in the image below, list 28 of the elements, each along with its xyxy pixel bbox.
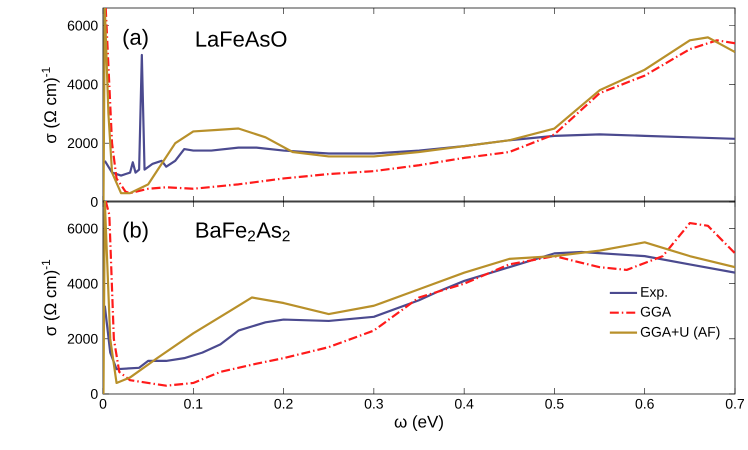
x-tick-label: 0.5 xyxy=(545,398,564,409)
y-tick-label: 4000 xyxy=(67,79,98,90)
legend-label: GGA+U (AF) xyxy=(640,326,720,340)
y-tick-label: 0 xyxy=(90,389,98,399)
legend-label: GGA xyxy=(640,306,672,317)
y-tick-label: 2000 xyxy=(68,334,98,344)
annotation: BaFe$_{2}$As$_{2}$ xyxy=(196,222,290,242)
y-tick-label: 6000 xyxy=(68,20,98,31)
annotation: (a) xyxy=(124,28,148,50)
x-tick-label: 0.7 xyxy=(726,398,744,409)
annotation: LaFeAsO xyxy=(196,31,286,47)
x-tick-label: 0 xyxy=(100,398,106,409)
y-tick-label: 2000 xyxy=(68,138,98,148)
x-tick-label: 0.4 xyxy=(455,398,474,409)
x-tick-label: 0.6 xyxy=(636,398,654,409)
x-tick-label: 0.2 xyxy=(274,398,293,409)
annotation: (b) xyxy=(124,222,148,242)
y-axis-title: σ (Ω cm)$^{-1}$ xyxy=(42,67,60,143)
legend-label: Exp. xyxy=(641,287,667,300)
line-series xyxy=(104,54,736,177)
y-tick-label: 0 xyxy=(90,197,98,207)
x-tick-label: 0.1 xyxy=(184,398,202,409)
line-series xyxy=(104,250,736,370)
x-axis-title: ω (eV) xyxy=(394,415,443,431)
x-tick-label: 0.3 xyxy=(364,398,383,409)
y-axis-title: σ (Ω cm)$^{-1}$ xyxy=(42,260,60,336)
y-tick-label: 6000 xyxy=(68,224,98,234)
y-tick-label: 4000 xyxy=(67,278,98,289)
